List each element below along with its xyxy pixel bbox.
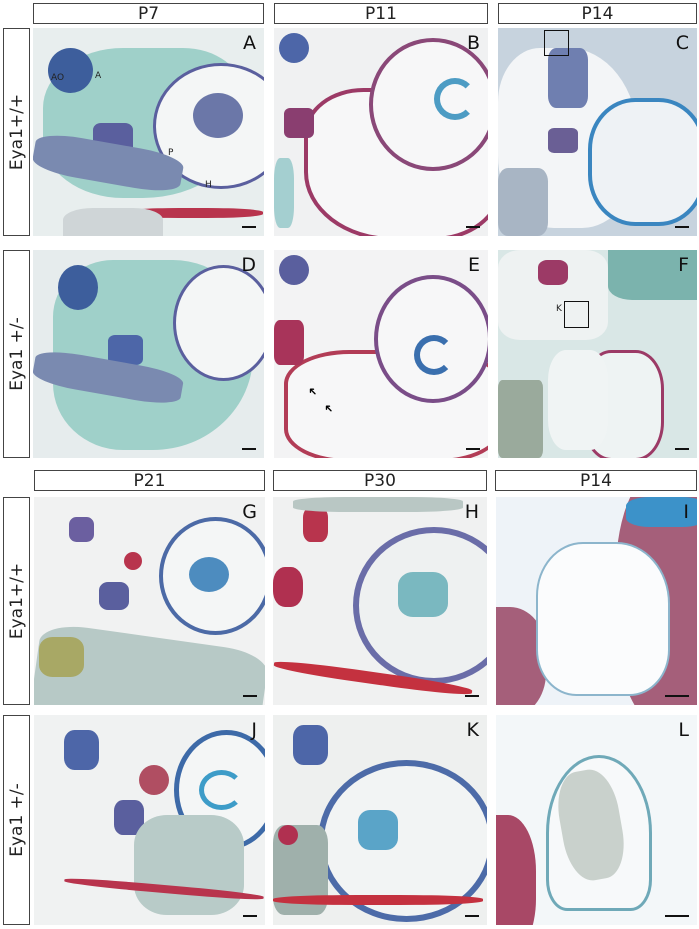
- panel-b: B: [274, 28, 488, 236]
- inset-box: [544, 30, 569, 56]
- annotation-k: K: [556, 304, 562, 314]
- panel-l: L: [496, 715, 697, 925]
- row-label-text: Eya1+/+: [6, 562, 27, 640]
- panel-a: AO A P H A: [33, 28, 264, 236]
- scale-bar: [675, 226, 689, 228]
- scale-bar: [465, 695, 479, 697]
- row-label-text: Eya1 +/-: [6, 317, 27, 391]
- panel-d: D: [33, 250, 264, 458]
- annotation-a: A: [95, 71, 102, 81]
- row-label-text: Eya1+/+: [6, 93, 27, 171]
- panel-label: H: [464, 501, 479, 523]
- scale-bar: [665, 915, 689, 917]
- panel-k: K: [273, 715, 487, 925]
- panel-i: I: [496, 497, 697, 705]
- scale-bar: [243, 915, 257, 917]
- scale-bar: [242, 226, 256, 228]
- panel-label: G: [242, 501, 257, 523]
- panel-e: ➜ ➜ E: [274, 250, 488, 458]
- panel-label: B: [466, 32, 480, 54]
- scale-bar: [243, 695, 257, 697]
- column-header-label: P7: [137, 3, 160, 24]
- annotation-ao: AO: [51, 73, 65, 83]
- column-header-label: P14: [580, 470, 612, 491]
- panel-h: H: [273, 497, 487, 705]
- column-header-p7: P7: [33, 3, 264, 24]
- panel-label: K: [466, 719, 479, 741]
- panel-label: E: [467, 254, 480, 276]
- column-header-label: P30: [364, 470, 396, 491]
- annotation-h: H: [205, 180, 212, 190]
- panel-label: A: [243, 32, 256, 54]
- panel-label: I: [683, 501, 689, 523]
- row-label-wt-1: Eya1+/+: [3, 28, 30, 236]
- panel-label: L: [678, 719, 689, 741]
- scale-bar: [665, 695, 689, 697]
- column-header-p11: P11: [274, 3, 488, 24]
- row-label-het-2: Eya1 +/-: [3, 715, 30, 925]
- row-label-wt-2: Eya1+/+: [3, 497, 30, 705]
- panel-c: C: [498, 28, 697, 236]
- column-header-p14: P14: [498, 3, 697, 24]
- panel-label: J: [251, 719, 257, 741]
- panel-label: C: [675, 32, 689, 54]
- row-label-het-1: Eya1 +/-: [3, 250, 30, 458]
- scale-bar: [465, 915, 479, 917]
- column-header-p30: P30: [273, 470, 487, 491]
- panel-label: F: [678, 254, 689, 276]
- row-label-text: Eya1 +/-: [6, 783, 27, 857]
- inset-box: [564, 301, 589, 328]
- scale-bar: [675, 448, 689, 450]
- annotation-p: P: [168, 148, 174, 158]
- panel-f: K F: [498, 250, 697, 458]
- panel-g: G: [34, 497, 265, 705]
- column-header-label: P14: [581, 3, 614, 24]
- panel-label: D: [241, 254, 256, 276]
- column-header-label: P21: [133, 470, 166, 491]
- scale-bar: [242, 448, 256, 450]
- scale-bar: [466, 448, 480, 450]
- column-header-p14-magnified: P14: [495, 470, 697, 491]
- column-header-p21: P21: [34, 470, 265, 491]
- scale-bar: [466, 226, 480, 228]
- panel-j: J: [34, 715, 265, 925]
- column-header-label: P11: [365, 3, 397, 24]
